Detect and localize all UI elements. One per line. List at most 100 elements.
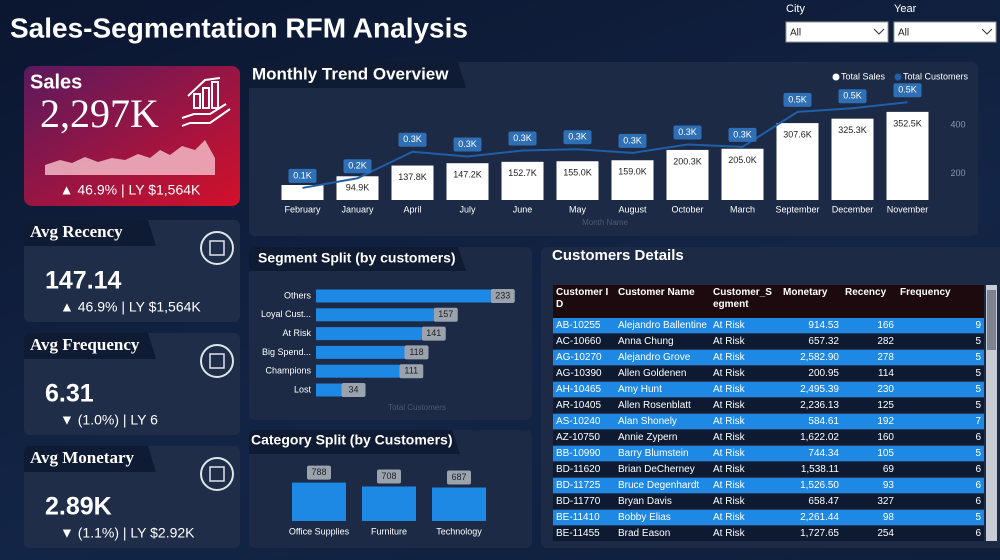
table-cell: Alan Shonely xyxy=(615,413,710,430)
bar xyxy=(336,176,379,200)
data-label-box xyxy=(673,125,702,140)
table-cell: 5 xyxy=(897,509,984,526)
scrollbar-thumb[interactable] xyxy=(987,290,996,350)
sparkline xyxy=(45,140,215,175)
column-header: Recency xyxy=(842,285,897,318)
table-cell: 9 xyxy=(897,318,984,334)
data-label: 137.8K xyxy=(398,172,427,182)
table-cell: Alejandro Grove xyxy=(615,349,710,366)
filter-label: City xyxy=(786,3,805,15)
kpi-icon xyxy=(200,231,234,265)
table-row: BE-11455 Brad Eason At Risk 1,727.65 254 6 xyxy=(553,525,984,541)
x-tick-label: June xyxy=(513,204,533,214)
filters: City All Year All xyxy=(785,3,997,43)
table-cell: 6 xyxy=(897,493,984,510)
data-label: 0.3K xyxy=(513,133,532,143)
data-label: 0.5K xyxy=(788,94,807,104)
table-cell: Amy Hunt xyxy=(615,381,710,398)
data-label-box xyxy=(563,130,592,145)
table-cell: AS-10240 xyxy=(553,413,615,430)
table-cell: At Risk xyxy=(710,477,780,494)
table-cell: BE-11410 xyxy=(553,509,615,526)
column-header: Customer_Segment xyxy=(710,285,780,318)
data-label: 111 xyxy=(404,366,418,376)
data-label: 155.0K xyxy=(563,168,592,178)
data-label-box xyxy=(421,326,446,341)
data-label: 352.5K xyxy=(893,118,922,128)
x-tick-label: August xyxy=(618,204,647,214)
table-cell: 5 xyxy=(897,349,984,366)
data-label-box xyxy=(508,131,537,146)
table-cell: AR-10405 xyxy=(553,397,615,414)
data-label-box xyxy=(377,469,401,484)
table-cell: AC-10660 xyxy=(553,333,615,350)
data-label-box xyxy=(447,470,471,485)
data-label-box xyxy=(433,307,458,322)
kpi-label: Avg Frequency xyxy=(30,335,140,354)
table-cell: At Risk xyxy=(710,445,780,462)
table-cell: 230 xyxy=(842,381,897,398)
y-tick-label: Champions xyxy=(265,366,311,376)
y2-tick-label: 200 xyxy=(950,168,965,178)
chevron xyxy=(981,28,993,35)
table-cell: 192 xyxy=(842,413,897,430)
table-cell: 6 xyxy=(897,525,984,541)
data-label: 0.5K xyxy=(898,85,917,95)
bar xyxy=(281,185,324,200)
table-container: Customer ID Customer Name Customer_Segment… xyxy=(553,285,984,541)
legend-label: Total Sales xyxy=(841,71,886,81)
filter-dropdown[interactable]: All xyxy=(893,21,997,43)
table-cell: 327 xyxy=(842,493,897,510)
table-row: AC-10660 Anna Chung At Risk 657.32 282 5 xyxy=(553,333,984,350)
x-tick-label: December xyxy=(832,204,874,214)
x-axis-title: Total Customers xyxy=(388,403,446,412)
table-cell: BB-10990 xyxy=(553,445,615,462)
filter-dropdown[interactable]: All xyxy=(785,21,889,43)
table-cell: Allen Rosenblatt xyxy=(615,397,710,414)
chart-title: Segment Split (by customers) xyxy=(258,250,456,266)
table-row: BD-11620 Brian DeCherney At Risk 1,538.11 69… xyxy=(553,461,984,478)
data-label-box xyxy=(490,289,515,303)
table-cell: At Risk xyxy=(710,429,780,446)
kpi-label: Avg Monetary xyxy=(30,448,135,467)
x-tick-label: February xyxy=(284,204,321,214)
kpi-label: Avg Recency xyxy=(30,222,123,241)
kpi-icon xyxy=(200,344,234,378)
table-cell: 584.61 xyxy=(780,413,842,430)
table-cell: Bobby Elias xyxy=(615,509,710,526)
panel-tab xyxy=(249,247,466,271)
data-label: 0.3K xyxy=(568,132,587,142)
filter-value: All xyxy=(790,28,801,39)
table-cell: 166 xyxy=(842,318,897,334)
table-cell: Brian DeCherney xyxy=(615,461,710,478)
table-cell: 1,727.65 xyxy=(780,525,842,541)
table-cell: AG-10270 xyxy=(553,349,615,366)
data-label-box xyxy=(398,132,427,147)
x-tick-label: July xyxy=(459,204,476,214)
data-label: 0.1K xyxy=(293,170,312,180)
table-cell: 744.34 xyxy=(780,445,842,462)
table-cell: At Risk xyxy=(710,397,780,414)
table-cell: 5 xyxy=(897,397,984,414)
data-label-box xyxy=(893,83,922,98)
y-tick-label: Lost xyxy=(294,384,312,394)
table-row: AH-10465 Amy Hunt At Risk 2,495.39 230 5 xyxy=(553,381,984,398)
table-cell: Bruce Degenhardt xyxy=(615,477,710,494)
table-cell: 6 xyxy=(897,477,984,494)
table-row: BE-11410 Bobby Elias At Risk 2,261.44 98 5 xyxy=(553,509,984,526)
table-cell: BD-11725 xyxy=(553,477,615,494)
kpi-value: 2.89K xyxy=(45,493,112,521)
scrollbar[interactable] xyxy=(986,285,997,541)
chart-title: Category Split (by Customers) xyxy=(251,432,452,448)
table-cell: 5 xyxy=(897,333,984,350)
y-tick-label: Others xyxy=(284,290,312,300)
table-row: AB-10255 Alejandro Ballentine At Risk 914.5… xyxy=(553,318,984,334)
column-header: Customer Name xyxy=(615,285,710,318)
kpi-icon xyxy=(200,457,234,491)
x-tick-label: October xyxy=(671,204,703,214)
panel-tab xyxy=(249,62,466,88)
kpi-icon xyxy=(209,240,225,256)
data-label: 788 xyxy=(311,467,326,477)
kpi-value: 147.14 xyxy=(45,267,122,295)
kpi-comparison: ▲ 46.9% | LY $1,564K xyxy=(60,299,201,315)
